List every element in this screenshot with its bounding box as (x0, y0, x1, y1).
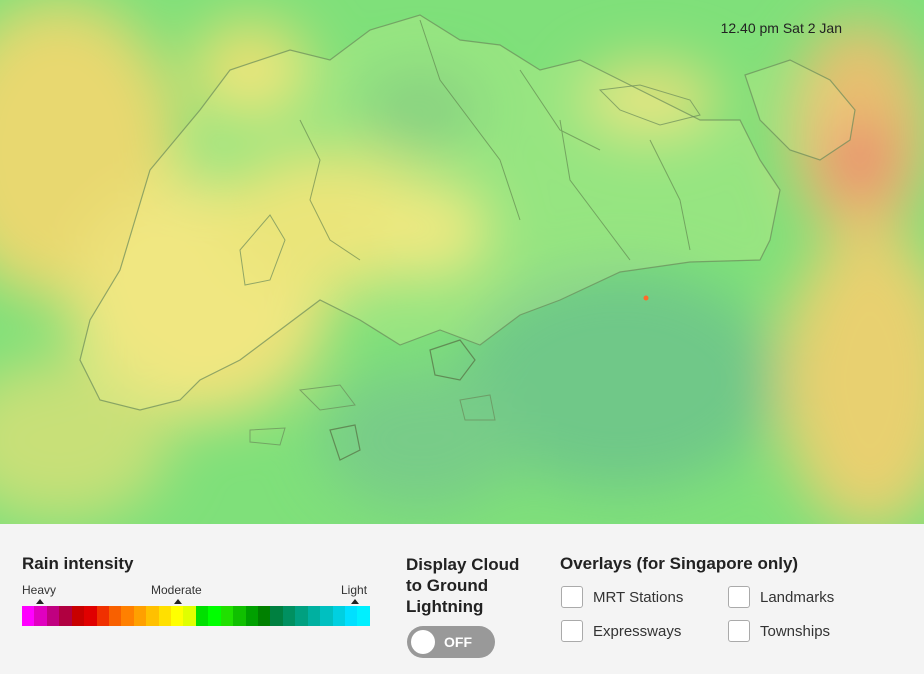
rain-map[interactable]: 12.40 pm Sat 2 Jan (0, 0, 924, 524)
overlay-label: Townships (760, 622, 831, 640)
lightning-toggle[interactable]: OFF (407, 626, 495, 658)
scale-swatch (71, 606, 85, 626)
scale-swatch (146, 606, 159, 626)
scale-swatch (208, 606, 221, 626)
toggle-label: OFF (444, 634, 472, 650)
timestamp: 12.40 pm Sat 2 Jan (720, 20, 842, 36)
legend-moderate-label: Moderate (151, 583, 202, 597)
overlay-label: MRT Stations (593, 588, 684, 606)
scale-swatch (245, 606, 259, 626)
landmarks-checkbox[interactable] (728, 586, 750, 608)
scale-swatch (133, 606, 147, 626)
scale-swatch (307, 606, 321, 626)
scale-swatch (220, 606, 234, 626)
overlay-label: Expressways (593, 622, 682, 640)
legend-light-label: Light (341, 583, 368, 597)
scale-swatch (332, 606, 345, 626)
expressways-checkbox[interactable] (561, 620, 583, 642)
scale-swatch (96, 606, 109, 626)
light-marker-icon (351, 599, 359, 604)
scale-swatch (320, 606, 333, 626)
scale-swatch (46, 606, 60, 626)
rain-intensity-title: Rain intensity (22, 554, 134, 573)
legend-heavy-label: Heavy (22, 583, 57, 597)
scale-swatch (34, 606, 47, 626)
scale-swatch (295, 606, 308, 626)
scale-swatch (84, 606, 97, 626)
toggle-knob (411, 630, 435, 654)
scale-swatch (270, 606, 283, 626)
moderate-marker-icon (174, 599, 182, 604)
townships-checkbox[interactable] (728, 620, 750, 642)
scale-swatch (282, 606, 296, 626)
overlay-label: Landmarks (760, 588, 835, 606)
heavy-marker-icon (36, 599, 44, 604)
scale-swatch (195, 606, 209, 626)
rain-intensity-scale (22, 606, 370, 626)
bottom-panel: Rain intensity Heavy Moderate Light Disp… (0, 524, 924, 674)
lightning-title: Display Cloud to Ground Lightning (406, 555, 520, 616)
mrt-stations-checkbox[interactable] (561, 586, 583, 608)
scale-swatch (171, 606, 184, 626)
overlay-townships[interactable]: Townships (728, 620, 830, 642)
scale-swatch (158, 606, 172, 626)
overlays-title: Overlays (for Singapore only) (560, 554, 799, 573)
scale-swatch (233, 606, 246, 626)
scale-swatch (108, 606, 122, 626)
scale-swatch (344, 606, 358, 626)
overlay-landmarks[interactable]: Landmarks (728, 586, 834, 608)
overlay-mrt-stations[interactable]: MRT Stations (561, 586, 683, 608)
overlay-expressways[interactable]: Expressways (561, 620, 681, 642)
scale-swatch (59, 606, 72, 626)
scale-swatch (258, 606, 271, 626)
rain-map-graphic (0, 0, 924, 524)
scale-swatch (357, 606, 370, 626)
scale-swatch (22, 606, 35, 626)
scale-swatch (183, 606, 196, 626)
scale-swatch (121, 606, 134, 626)
